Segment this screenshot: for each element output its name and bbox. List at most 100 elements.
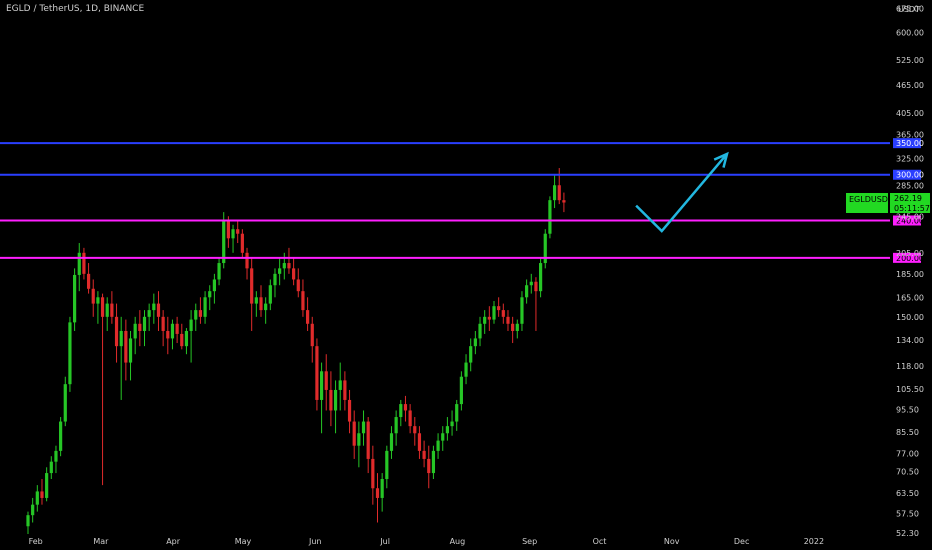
time-tick-label: Dec [734, 537, 749, 546]
candle-body [240, 233, 244, 253]
candle-body [287, 263, 291, 269]
candle-body [45, 473, 49, 498]
price-tick-label: 285.00 [896, 181, 924, 190]
price-tick-label: 57.50 [896, 509, 919, 518]
candle-body [455, 404, 459, 422]
candle-body [487, 316, 491, 320]
price-tick-label: 150.00 [896, 313, 924, 322]
candle-body [361, 421, 366, 434]
time-axis[interactable]: Feb Mar Apr May Jun Jul Aug Sep Oct Nov Dec 2022 [29, 537, 824, 546]
candle-body [124, 330, 128, 363]
price-tick-label: 405.00 [896, 109, 924, 118]
candle-body [184, 330, 189, 347]
candle-body [403, 404, 408, 411]
time-tick-label: 2022 [804, 537, 824, 546]
candle-body [105, 303, 109, 317]
ticker-countdown: 05:11:57 [894, 204, 930, 213]
time-tick-label: Jun [308, 537, 322, 546]
candle-body [226, 220, 230, 239]
level-tag-bg [893, 252, 921, 263]
candle-body [552, 185, 557, 201]
candle-body [231, 229, 235, 239]
candle-body [208, 291, 212, 298]
candle-body [431, 450, 436, 474]
candle-body [529, 281, 533, 286]
price-tick-label: 600.00 [896, 29, 924, 38]
candle-body [394, 417, 398, 434]
projection-path [635, 153, 728, 233]
price-tick-label: 77.00 [896, 450, 919, 459]
time-tick-label: Oct [593, 537, 607, 546]
ticker-symbol-bg [846, 193, 888, 213]
candle-body [543, 233, 547, 264]
price-tick-label: 70.50 [896, 468, 919, 477]
candle-body [292, 268, 296, 280]
time-tick-label: Sep [522, 537, 537, 546]
candle-body [82, 252, 86, 274]
candle-body [147, 310, 151, 317]
candle-body [86, 273, 91, 289]
candle-body [469, 346, 473, 363]
candle-body [161, 316, 165, 331]
candle-body [478, 323, 482, 339]
candle-body [114, 316, 119, 347]
candle-body [441, 433, 445, 441]
price-tick-label: 85.50 [896, 428, 919, 437]
candle-body [338, 380, 342, 390]
candle-body [497, 306, 501, 311]
candle-body [483, 316, 487, 324]
candle-body [54, 450, 58, 462]
candle-body [63, 384, 67, 422]
candle-body [511, 323, 515, 331]
level-tag-bg [893, 169, 921, 180]
candle-body [548, 200, 552, 234]
level-tag-bg [893, 215, 921, 226]
ticker-symbol: EGLDUSDT [849, 195, 893, 204]
candle-body [217, 263, 221, 280]
candle-body [371, 458, 375, 489]
price-tick-label: 95.50 [896, 405, 919, 414]
price-axis[interactable]: 675.00 600.00 525.00 465.00 405.00 365.00 325.… [896, 5, 924, 538]
candle-body [189, 319, 193, 331]
candle-body [119, 330, 123, 347]
ticker-tag: EGLDUSDT 262.19 05:11:57 [846, 193, 930, 213]
projection-arrowhead [713, 151, 729, 168]
candle-body [100, 297, 105, 317]
time-tick-label: Jul [379, 537, 390, 546]
candle-body [539, 263, 543, 292]
candle-body [492, 306, 496, 320]
candle-body [343, 380, 347, 400]
candle-body [245, 252, 249, 269]
candle-body [203, 297, 207, 317]
candle-body [35, 491, 39, 505]
candle-body [152, 303, 156, 311]
level-tag-bg [893, 138, 921, 149]
candles-layer [26, 168, 566, 534]
candle-body [525, 285, 529, 298]
candle-body [520, 297, 524, 324]
candle-body [68, 322, 72, 385]
candle-body [175, 323, 179, 334]
price-tick-label: 185.00 [896, 270, 924, 279]
candle-body [264, 303, 268, 311]
price-tick-label: 465.00 [896, 81, 924, 90]
candle-body [59, 421, 63, 451]
candle-body [422, 450, 426, 459]
candle-body [445, 426, 449, 434]
candle-body [110, 303, 114, 317]
candle-body [156, 303, 161, 317]
candle-body [133, 323, 137, 339]
candle-body [333, 389, 338, 411]
candle-body [296, 279, 300, 292]
candle-body [380, 479, 384, 498]
time-tick-label: May [235, 537, 252, 546]
time-tick-label: Nov [664, 537, 680, 546]
level-tag-label: 240.00 [896, 216, 924, 225]
candle-body [96, 297, 100, 304]
candle-body [306, 310, 310, 324]
time-tick-label: Feb [29, 537, 43, 546]
candle-body [142, 316, 147, 331]
candle-body [128, 338, 133, 363]
candle-body [310, 323, 314, 347]
